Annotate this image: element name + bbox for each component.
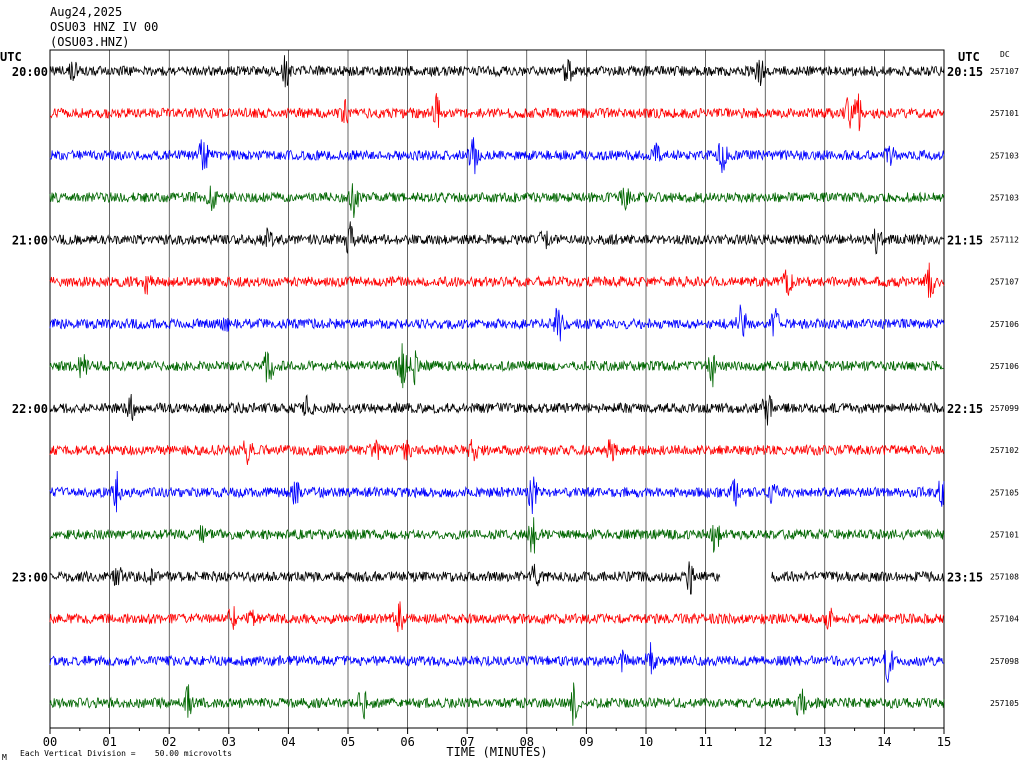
dc-value-label: 257105	[990, 699, 1019, 708]
channel-label: (OSU03.HNZ)	[50, 35, 129, 49]
trace-line	[49, 439, 945, 465]
dc-value-label: 257098	[990, 657, 1019, 666]
x-tick-label: 15	[937, 735, 951, 749]
dc-column-title: DC	[1000, 50, 1010, 59]
trace-line	[49, 561, 945, 595]
trace-line	[49, 601, 945, 633]
left-axis-title: UTC	[0, 50, 22, 64]
dc-value-label: 257107	[990, 278, 1019, 287]
x-tick-label: 09	[579, 735, 593, 749]
corner-mark: M	[2, 753, 7, 762]
x-tick-label: 14	[877, 735, 891, 749]
x-tick-label: 08	[520, 735, 534, 749]
dc-value-label: 257106	[990, 362, 1019, 371]
trace-line	[49, 93, 945, 132]
trace-line	[49, 304, 945, 342]
x-axis: 00 01 02 03 04 05 06 07 08 09 10 11 12 13 14 15	[43, 728, 951, 749]
trace-line	[49, 470, 945, 515]
right-hour-label: 20:15	[947, 65, 983, 79]
trace-line	[49, 642, 945, 683]
trace-rows	[49, 55, 945, 726]
x-tick-label: 04	[281, 735, 295, 749]
x-tick-label: 07	[460, 735, 474, 749]
row-labels: 20:00 21:00 22:00 23:00 20:15 21:15 22:15 23:15…	[12, 65, 1019, 708]
x-tick-label: 02	[162, 735, 176, 749]
trace-line	[49, 517, 945, 554]
plot-frame	[49, 49, 945, 729]
x-tick-label: 06	[400, 735, 414, 749]
trace-line	[49, 262, 945, 298]
dc-value-label: 257102	[990, 446, 1019, 455]
trace-line	[49, 343, 945, 389]
left-hour-label: 23:00	[12, 571, 48, 585]
right-hour-label: 22:15	[947, 402, 983, 416]
dc-value-label: 257108	[990, 573, 1019, 582]
x-tick-label: 01	[102, 735, 116, 749]
dc-value-label: 257107	[990, 67, 1019, 76]
left-hour-label: 22:00	[12, 402, 48, 416]
dc-value-label: 257104	[990, 615, 1019, 624]
dc-value-label: 257101	[990, 530, 1019, 539]
x-tick-label: 05	[341, 735, 355, 749]
right-hour-label: 21:15	[947, 234, 983, 248]
x-tick-label: 13	[818, 735, 832, 749]
x-tick-label: 00	[43, 735, 57, 749]
x-tick-label: 11	[698, 735, 712, 749]
trace-line	[49, 183, 945, 218]
right-hour-label: 23:15	[947, 571, 983, 585]
right-axis-title: UTC	[958, 50, 980, 64]
x-tick-label: 12	[758, 735, 772, 749]
dc-value-label: 257112	[990, 236, 1019, 245]
dc-value-label: 257105	[990, 488, 1019, 497]
dc-value-label: 257106	[990, 320, 1019, 329]
trace-line	[49, 221, 945, 255]
date-label: Aug24,2025	[50, 5, 122, 19]
dc-value-label: 257101	[990, 109, 1019, 118]
left-hour-label: 20:00	[12, 65, 48, 79]
station-label: OSU03 HNZ IV 00	[50, 20, 158, 34]
scale-note: Each Vertical Division = 50.00 microvolt…	[20, 749, 232, 758]
trace-line	[49, 137, 945, 175]
x-axis-label: TIME (MINUTES)	[446, 745, 547, 759]
left-hour-label: 21:00	[12, 234, 48, 248]
x-tick-label: 10	[639, 735, 653, 749]
dc-value-label: 257103	[990, 151, 1019, 160]
trace-line	[49, 55, 945, 88]
dc-value-label: 257099	[990, 404, 1019, 413]
trace-line	[49, 393, 945, 426]
x-tick-label: 03	[222, 735, 236, 749]
dc-value-label: 257103	[990, 193, 1019, 202]
trace-line	[49, 682, 945, 726]
